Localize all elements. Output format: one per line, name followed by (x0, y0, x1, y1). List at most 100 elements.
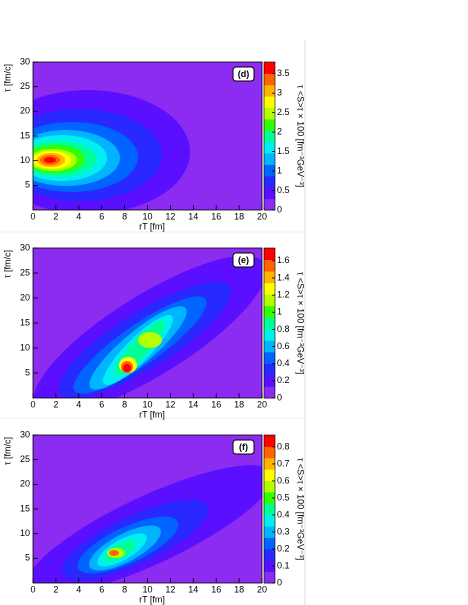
y-tick-label: 15 (20, 317, 30, 327)
y-tick-label: 25 (20, 267, 30, 277)
x-tick-label: 2 (53, 584, 58, 594)
z-tick-label: 0.6 (277, 341, 290, 351)
colorbar-swatch (264, 457, 275, 470)
z-tick-label: 1 (277, 307, 282, 317)
x-tick-label: 0 (30, 211, 35, 221)
colorbar-swatch (264, 153, 275, 165)
colorbar-swatch (264, 271, 275, 284)
colorbar-swatch (264, 548, 275, 561)
colorbar-swatch (264, 317, 275, 330)
panel-label: (d) (238, 69, 250, 79)
x-tick-label: 18 (234, 584, 244, 594)
colorbar-swatch (264, 340, 275, 353)
panel-label-box (232, 439, 255, 455)
x-tick-label: 4 (76, 211, 81, 221)
colorbar-swatch (264, 503, 275, 516)
x-axis-label: rT [fm] (139, 221, 165, 231)
colorbar-swatch (264, 351, 275, 364)
z-tick-label: 0.5 (277, 492, 290, 502)
z-tick-label: 0.7 (277, 458, 290, 468)
z-tick-label: 3 (277, 88, 282, 98)
x-tick-label: 8 (122, 584, 127, 594)
colorbar-swatch (264, 435, 275, 447)
x-tick-label: 2 (53, 211, 58, 221)
z-tick-label: 0.4 (277, 358, 290, 368)
x-tick-label: 18 (234, 399, 244, 409)
colorbar-swatch (264, 537, 275, 550)
x-tick-label: 10 (142, 584, 152, 594)
z-tick-label: 2 (277, 126, 282, 136)
x-tick-label: 0 (30, 584, 35, 594)
colorbar-swatch (264, 107, 275, 120)
colorbar-swatch (264, 374, 275, 387)
colorbar-swatch (264, 363, 275, 376)
y-tick-label: 25 (20, 454, 30, 464)
x-tick-label: 10 (142, 211, 152, 221)
colorbar-swatch (264, 118, 275, 131)
z-tick-label: 0.6 (277, 475, 290, 485)
x-tick-label: 16 (211, 584, 221, 594)
y-tick-label: 30 (20, 429, 30, 439)
z-tick-label: 1.6 (277, 255, 290, 265)
y-tick-label: 10 (20, 342, 30, 352)
x-axis-label: rT [fm] (139, 594, 165, 604)
z-tick-label: 0 (277, 577, 282, 587)
z-axis-label: τ <S>τ × 100 [fm⁻³GeV⁻³] (296, 85, 306, 187)
z-tick-label: 1 (277, 165, 282, 175)
z-tick-label: 1.2 (277, 290, 290, 300)
z-tick-label: 0.5 (277, 185, 290, 195)
colorbar-swatch (264, 164, 275, 177)
y-tick-label: 20 (20, 106, 30, 116)
y-tick-label: 5 (25, 553, 30, 563)
colorbar-swatch (264, 259, 275, 272)
x-tick-label: 14 (188, 399, 198, 409)
x-tick-label: 6 (99, 399, 104, 409)
x-tick-label: 4 (76, 399, 81, 409)
colorbar-swatch (264, 469, 275, 482)
x-tick-label: 14 (188, 211, 198, 221)
x-tick-label: 14 (188, 584, 198, 594)
colorbar-swatch (264, 305, 275, 318)
panel-label-box (232, 252, 255, 268)
colorbar-swatch (264, 187, 275, 200)
colorbar-swatch (264, 248, 275, 261)
x-tick-label: 2 (53, 399, 58, 409)
z-tick-label: 1.5 (277, 146, 290, 156)
y-tick-label: 20 (20, 292, 30, 302)
z-tick-label: 0 (277, 392, 282, 402)
colorbar-frame (263, 434, 276, 584)
colorbar-swatch (264, 560, 275, 573)
x-axis-label: rT [fm] (139, 409, 165, 419)
colorbar-swatch (264, 73, 275, 86)
panel-label: (e) (238, 255, 249, 265)
x-tick-label: 12 (165, 584, 175, 594)
contour-f (33, 435, 262, 583)
contour-d (33, 62, 262, 210)
x-tick-label: 4 (76, 584, 81, 594)
y-tick-label: 10 (20, 155, 30, 165)
z-axis-label: τ <S>τ × 100 [fm⁻³GeV⁻³] (296, 272, 306, 374)
z-tick-label: 0.3 (277, 526, 290, 536)
y-tick-label: 10 (20, 528, 30, 538)
z-tick-label: 0.4 (277, 509, 290, 519)
y-tick-label: 25 (20, 81, 30, 91)
z-tick-label: 0.2 (277, 543, 290, 553)
z-tick-label: 0.8 (277, 441, 290, 451)
colorbar-frame (263, 61, 276, 211)
colorbar-swatch (264, 386, 275, 399)
colorbar-swatch (264, 96, 275, 109)
x-tick-label: 6 (99, 584, 104, 594)
y-tick-label: 5 (25, 180, 30, 190)
x-tick-label: 8 (122, 399, 127, 409)
contour-e (33, 248, 262, 398)
z-tick-label: 1.4 (277, 272, 290, 282)
x-tick-label: 20 (257, 211, 267, 221)
y-tick-label: 30 (20, 242, 30, 252)
panel-label-box (232, 66, 255, 82)
y-tick-label: 5 (25, 367, 30, 377)
z-tick-label: 3.5 (277, 68, 290, 78)
x-tick-label: 16 (211, 211, 221, 221)
z-tick-label: 0.2 (277, 375, 290, 385)
x-tick-label: 18 (234, 211, 244, 221)
